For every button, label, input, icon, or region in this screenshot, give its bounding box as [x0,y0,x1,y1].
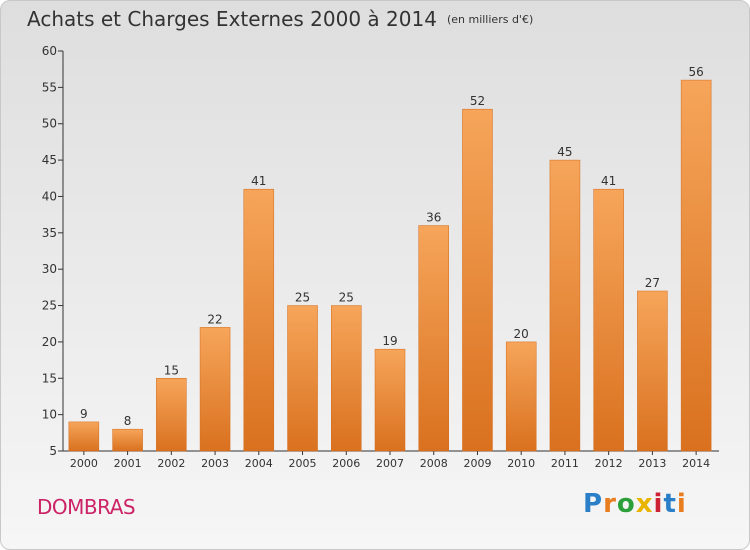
y-tick-label: 55 [42,80,57,94]
proxiti-logo[interactable]: Proxiti [583,489,687,519]
bar-value-label: 15 [164,363,179,377]
x-tick-label: 2013 [638,457,666,470]
bar [243,188,275,452]
y-tick-label: 30 [42,262,57,276]
bar [418,225,449,452]
bar-value-label: 25 [339,291,354,305]
bar-value-label: 56 [688,65,703,79]
x-tick-label: 2014 [682,457,710,470]
x-tick-label: 2005 [289,457,317,470]
bar [156,378,187,452]
title-row: Achats et Charges Externes 2000 à 2014 (e… [27,7,533,31]
x-tick-label: 2006 [332,457,360,470]
bar-value-label: 41 [601,174,616,188]
x-tick-label: 2001 [114,457,142,470]
bar [505,341,537,452]
bar [549,159,581,452]
bar [637,290,668,452]
bar [680,79,712,452]
y-tick-label: 15 [42,371,57,385]
bar-value-label: 25 [295,291,310,305]
x-tick-label: 2010 [507,457,535,470]
y-tick-label: 45 [42,153,57,167]
x-tick-label: 2004 [245,457,273,470]
y-tick-label: 35 [42,226,57,240]
y-tick-label: 20 [42,335,57,349]
x-tick-label: 2012 [595,457,623,470]
x-tick-label: 2000 [70,457,98,470]
x-tick-label: 2003 [201,457,229,470]
bar-value-label: 27 [645,276,660,290]
bar [374,348,406,452]
bar-value-label: 22 [207,312,222,326]
y-tick-label: 60 [42,44,57,58]
bar-value-label: 36 [426,211,441,225]
bar [112,428,143,452]
y-tick-label: 25 [42,299,57,313]
chart-title: Achats et Charges Externes 2000 à 2014 [27,7,437,31]
bar-value-label: 8 [124,414,132,428]
x-tick-label: 2009 [463,457,491,470]
y-tick-label: 5 [49,444,57,458]
bar [331,305,362,452]
y-tick-label: 50 [42,117,57,131]
y-tick-label: 40 [42,189,57,203]
x-tick-label: 2011 [551,457,579,470]
bar-value-label: 9 [80,407,88,421]
bar-value-label: 19 [382,334,397,348]
bar [199,327,231,452]
bar-value-label: 20 [514,327,529,341]
y-tick-label: 10 [42,408,57,422]
bar [593,188,624,452]
bar-value-label: 52 [470,94,485,108]
bar [287,305,318,452]
bar-value-label: 45 [557,145,572,159]
x-tick-label: 2008 [420,457,448,470]
bar [68,421,100,452]
bar-value-label: 41 [251,174,266,188]
bar [462,108,493,452]
x-tick-label: 2002 [157,457,185,470]
chart-subtitle: (en milliers d'€) [446,13,534,26]
commune-name: DOMBRAS [37,495,136,519]
x-tick-label: 2007 [376,457,404,470]
